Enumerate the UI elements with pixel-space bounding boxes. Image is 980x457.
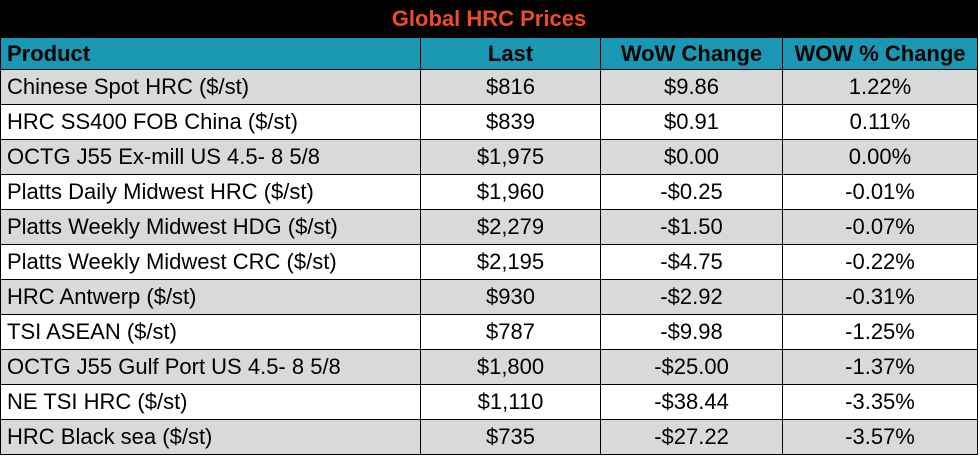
cell-product: TSI ASEAN ($/st) bbox=[1, 315, 421, 349]
table-title: Global HRC Prices bbox=[1, 1, 977, 37]
cell-wow-change: -$27.22 bbox=[601, 420, 783, 454]
cell-wow-pct-change: -1.25% bbox=[845, 319, 915, 344]
cell-last: $1,110 bbox=[421, 385, 601, 419]
header-wow-change: WoW Change bbox=[601, 38, 783, 69]
header-product: Product bbox=[1, 38, 421, 69]
header-wow-pct-change: WOW % Change bbox=[794, 40, 966, 66]
table-row: Platts Weekly Midwest HDG ($/st) $2,279 -$… bbox=[1, 209, 977, 244]
cell-last: $735 bbox=[421, 420, 601, 454]
cell-product: Chinese Spot HRC ($/st) bbox=[1, 70, 421, 104]
cell-last: $1,975 bbox=[421, 140, 601, 174]
cell-product: NE TSI HRC ($/st) bbox=[1, 385, 421, 419]
table-row: OCTG J55 Gulf Port US 4.5- 8 5/8 $1,800 -$… bbox=[1, 349, 977, 384]
cell-last: $2,279 bbox=[421, 210, 601, 244]
cell-product: Platts Weekly Midwest HDG ($/st) bbox=[1, 210, 421, 244]
cell-last: $816 bbox=[421, 70, 601, 104]
cell-last: $787 bbox=[421, 315, 601, 349]
cell-wow-change: $0.00 bbox=[601, 140, 783, 174]
cell-product: HRC Antwerp ($/st) bbox=[1, 280, 421, 314]
table-row: OCTG J55 Ex-mill US 4.5- 8 5/8 $1,975 $0.0… bbox=[1, 139, 977, 174]
cell-last: $1,960 bbox=[421, 175, 601, 209]
cell-product: Platts Daily Midwest HRC ($/st) bbox=[1, 175, 421, 209]
table-header: Product Last WoW Change WOW % Change bbox=[1, 37, 977, 69]
cell-wow-change: -$9.98 bbox=[601, 315, 783, 349]
table-body: Chinese Spot HRC ($/st) $816 $9.86 1.22% HRC… bbox=[1, 69, 977, 454]
cell-wow-change: -$4.75 bbox=[601, 245, 783, 279]
cell-product: Platts Weekly Midwest CRC ($/st) bbox=[1, 245, 421, 279]
cell-wow-pct-change: 0.00% bbox=[848, 144, 912, 169]
cell-wow-change: -$0.25 bbox=[601, 175, 783, 209]
table-row: Platts Weekly Midwest CRC ($/st) $2,195 -$… bbox=[1, 244, 977, 279]
cell-product: HRC Black sea ($/st) bbox=[1, 420, 421, 454]
cell-wow-pct-change: -0.31% bbox=[845, 284, 915, 309]
cell-wow-pct-change: -0.01% bbox=[845, 179, 915, 204]
cell-wow-pct-change: -3.35% bbox=[845, 389, 915, 414]
cell-product: OCTG J55 Ex-mill US 4.5- 8 5/8 bbox=[1, 140, 421, 174]
header-last: Last bbox=[421, 38, 601, 69]
cell-wow-pct-change: -1.37% bbox=[845, 354, 915, 379]
cell-wow-change: -$1.50 bbox=[601, 210, 783, 244]
cell-wow-change: $0.91 bbox=[601, 105, 783, 139]
cell-wow-pct-change: -0.22% bbox=[845, 249, 915, 274]
cell-product: HRC SS400 FOB China ($/st) bbox=[1, 105, 421, 139]
cell-last: $930 bbox=[421, 280, 601, 314]
cell-wow-change: -$2.92 bbox=[601, 280, 783, 314]
cell-wow-change: -$25.00 bbox=[601, 350, 783, 384]
cell-wow-change: $9.86 bbox=[601, 70, 783, 104]
cell-last: $2,195 bbox=[421, 245, 601, 279]
table-row: Platts Daily Midwest HRC ($/st) $1,960 -$0… bbox=[1, 174, 977, 209]
cell-wow-pct-change: -0.07% bbox=[845, 214, 915, 239]
table-row: NE TSI HRC ($/st) $1,110 -$38.44 -3.35% bbox=[1, 384, 977, 419]
table-row: HRC Black sea ($/st) $735 -$27.22 -3.57% bbox=[1, 419, 977, 454]
table-row: TSI ASEAN ($/st) $787 -$9.98 -1.25% bbox=[1, 314, 977, 349]
cell-wow-pct-change: 0.11% bbox=[849, 109, 911, 134]
cell-product: OCTG J55 Gulf Port US 4.5- 8 5/8 bbox=[1, 350, 421, 384]
cell-last: $1,800 bbox=[421, 350, 601, 384]
cell-last: $839 bbox=[421, 105, 601, 139]
table-row: HRC Antwerp ($/st) $930 -$2.92 -0.31% bbox=[1, 279, 977, 314]
cell-wow-pct-change: -3.57% bbox=[845, 424, 915, 449]
table-row: HRC SS400 FOB China ($/st) $839 $0.91 0.11% bbox=[1, 104, 977, 139]
cell-wow-pct-change: 1.22% bbox=[848, 74, 912, 99]
table-row: Chinese Spot HRC ($/st) $816 $9.86 1.22% bbox=[1, 69, 977, 104]
cell-wow-change: -$38.44 bbox=[601, 385, 783, 419]
